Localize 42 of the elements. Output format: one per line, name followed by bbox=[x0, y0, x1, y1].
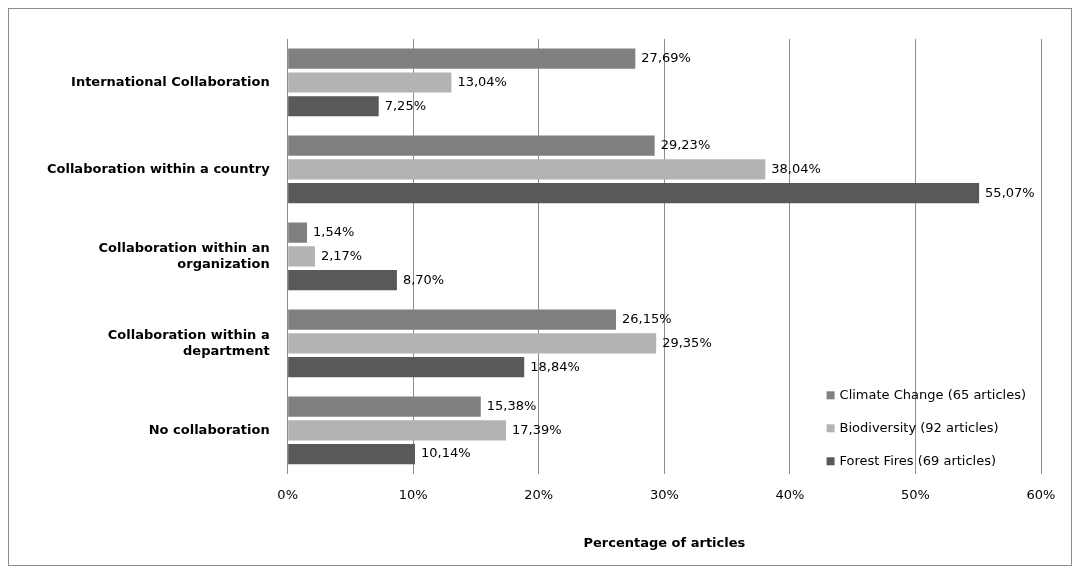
data-label: 13,04% bbox=[457, 73, 507, 89]
data-label: 55,07% bbox=[985, 184, 1035, 200]
x-axis-title: Percentage of articles bbox=[583, 534, 746, 550]
y-tick-label: Collaboration within a country bbox=[46, 160, 271, 176]
data-label: 1,54% bbox=[313, 224, 355, 240]
bar bbox=[288, 420, 507, 441]
bar bbox=[288, 443, 415, 465]
x-tick-label: 20% bbox=[524, 486, 554, 502]
data-label: 7,25% bbox=[384, 97, 427, 113]
y-tick-label: International Collaboration bbox=[71, 73, 270, 89]
x-tick-label: 0% bbox=[277, 486, 298, 502]
y-tick-label: Collaboration within an organization bbox=[98, 239, 270, 271]
data-label: 2,17% bbox=[320, 247, 363, 263]
bar bbox=[288, 222, 308, 243]
data-label: 27,69% bbox=[641, 50, 691, 66]
legend-label: Forest Fires (69 articles) bbox=[839, 452, 997, 468]
data-label: 8,70% bbox=[402, 271, 445, 287]
bar bbox=[288, 96, 379, 117]
data-label: 17,39% bbox=[512, 421, 562, 437]
data-label: 29,23% bbox=[660, 137, 711, 153]
bar bbox=[288, 333, 657, 354]
data-label: 26,15% bbox=[622, 310, 672, 326]
legend-label: Climate Change (65 articles) bbox=[839, 386, 1027, 402]
bar bbox=[288, 270, 397, 291]
bar bbox=[288, 246, 315, 267]
data-label: 15,38% bbox=[486, 397, 537, 413]
data-label: 29,35% bbox=[662, 334, 712, 350]
y-tick-label: Collaboration within a department bbox=[107, 326, 270, 358]
x-tick-label: 60% bbox=[1026, 486, 1056, 502]
bar bbox=[288, 159, 766, 180]
x-tick-label: 50% bbox=[900, 486, 930, 502]
data-label: 38,04% bbox=[771, 160, 821, 176]
legend-label: Biodiversity (92 articles) bbox=[839, 419, 999, 435]
bar bbox=[288, 72, 452, 93]
y-tick-label: No collaboration bbox=[148, 421, 270, 437]
x-tick-label: 40% bbox=[775, 486, 805, 502]
data-label: 18,84% bbox=[530, 358, 580, 374]
x-tick-label: 10% bbox=[398, 486, 428, 502]
bar bbox=[288, 357, 525, 378]
bar bbox=[288, 183, 980, 204]
x-tick-label: 30% bbox=[649, 486, 679, 502]
data-label: 10,14% bbox=[420, 445, 471, 461]
